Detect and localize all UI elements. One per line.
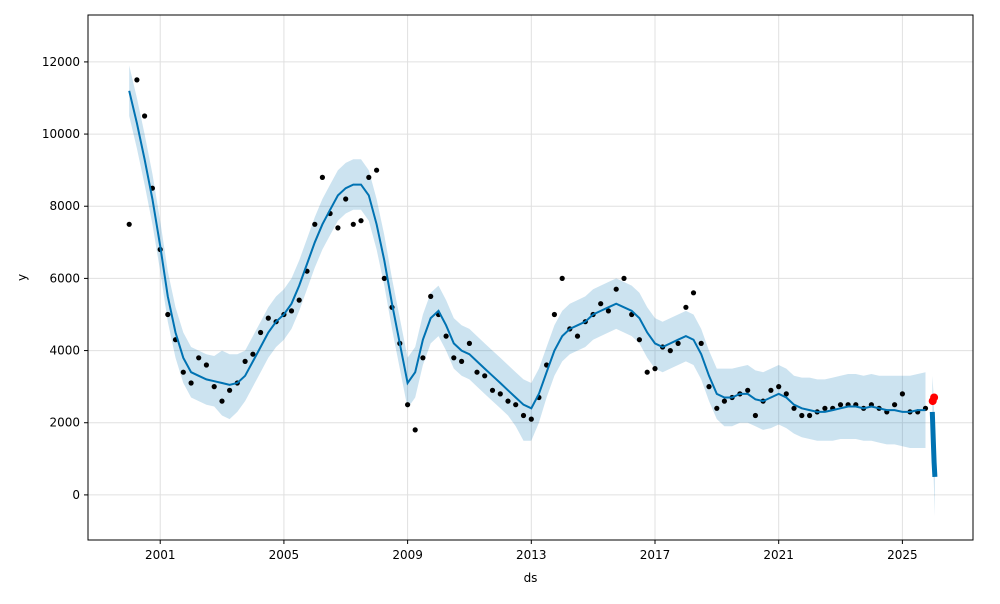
observed-point [621,275,627,281]
observed-point [776,384,782,390]
observed-point [242,358,248,364]
forecast-line-layer [128,90,939,478]
observed-point [288,308,295,314]
observed-point [791,405,797,411]
observed-point [721,398,728,404]
observed-point [528,416,534,422]
observed-point [258,329,264,336]
x-tick-label: 2017 [640,548,671,562]
observed-point [296,297,302,303]
observed-point [343,196,349,202]
x-tick-label: 2001 [145,548,176,562]
observed-point [312,221,318,227]
y-tick-label: 12000 [42,55,80,69]
x-axis-label: ds [524,571,538,585]
observed-point [551,311,558,318]
observed-point [134,77,140,83]
observed-point [505,398,511,404]
observed-point [366,174,372,180]
observed-point [265,315,271,321]
observed-point [892,402,898,408]
observed-point [335,225,341,231]
observed-point [126,221,132,227]
observed-point [636,337,643,343]
observed-point [211,384,217,390]
observed-point [644,369,650,375]
observed-point [899,391,906,397]
observed-point [350,221,356,227]
observed-point [203,362,209,368]
last-observed-point [930,393,939,402]
tick-layer: 2001 2005 2009 2013 2017 2021 2025 0 2000 4000 600… [42,55,918,562]
observed-point [250,351,256,357]
observed-point [466,340,472,346]
observed-point [745,387,751,393]
grid-layer [88,15,973,540]
observed-point [165,311,171,318]
observed-point [497,391,503,397]
x-tick-label: 2005 [269,548,300,562]
uncertainty-band [129,65,926,448]
observed-point [188,380,194,386]
observed-point [482,373,488,379]
observed-point [474,369,480,375]
observed-point [574,333,581,339]
observed-point [605,308,612,314]
observed-point [374,167,380,173]
observed-point [768,387,774,393]
observed-point [520,412,527,419]
observed-point [613,286,619,292]
observed-point [381,275,387,281]
x-tick-label: 2021 [763,548,794,562]
observed-point [714,405,720,411]
observed-point [319,174,325,180]
y-tick-label: 0 [72,488,80,502]
observed-point [459,358,465,364]
observed-point [142,113,148,119]
observed-point [675,340,681,346]
observed-point [358,218,364,224]
y-tick-label: 4000 [49,344,80,358]
observed-point [683,304,689,310]
observed-point [489,387,496,393]
observed-point [420,355,426,361]
observed-point [451,355,457,361]
y-tick-label: 10000 [42,127,80,141]
forecast-line [128,90,926,413]
observed-point [837,402,844,408]
x-tick-label: 2009 [392,548,423,562]
x-tick-label: 2025 [887,548,918,562]
observed-point [706,384,712,390]
y-axis-label: y [15,274,29,281]
observed-point [227,387,233,393]
observed-point [807,412,813,419]
observed-point [698,340,704,346]
observed-point [412,427,418,433]
observed-point [559,275,565,281]
observed-point [196,355,202,361]
observed-point [752,412,759,419]
observed-point [513,402,519,408]
observed-point [598,301,604,307]
observed-point [799,412,805,419]
observed-point [428,293,434,299]
plot-frame [87,14,974,541]
observed-point [180,369,186,375]
forecast-line [929,411,938,478]
observed-point [667,348,673,354]
observed-point [690,290,697,296]
observed-point [219,398,225,404]
y-tick-label: 8000 [49,199,80,213]
observed-point [822,405,828,411]
y-tick-label: 6000 [49,271,80,285]
observed-point [652,366,658,372]
x-tick-label: 2013 [516,548,547,562]
y-tick-label: 2000 [49,416,80,430]
observed-point [405,402,411,408]
observed-point [783,391,789,397]
observed-point [443,333,449,339]
